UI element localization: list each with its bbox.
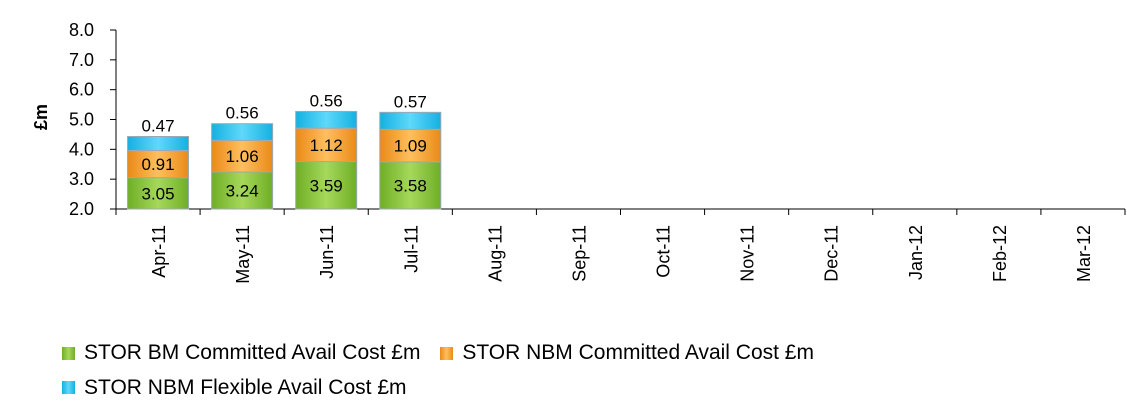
y-axis-label: £m	[31, 104, 51, 130]
legend-label: STOR NBM Flexible Avail Cost £m	[84, 375, 407, 399]
bar-segment	[127, 177, 190, 210]
x-tick-label: Mar-12	[1074, 225, 1094, 282]
y-tick-label: 6.0	[69, 80, 94, 100]
data-label: 0.91	[141, 155, 174, 174]
x-tick-label: Jan-12	[906, 225, 926, 280]
bar-segment	[295, 161, 358, 210]
data-label: 1.12	[310, 136, 343, 155]
bar-segment	[295, 110, 358, 129]
y-tick-label: 8.0	[69, 20, 94, 40]
data-label: 0.56	[310, 91, 343, 110]
x-tick-label: Apr-11	[149, 225, 169, 278]
legend-label: STOR BM Committed Avail Cost £m	[84, 341, 421, 364]
data-label: 3.58	[394, 176, 427, 195]
bar-segment	[127, 136, 190, 152]
bar-segment	[211, 171, 274, 210]
y-tick-label: 3.0	[69, 169, 94, 189]
legend-swatch-blue	[62, 381, 75, 394]
x-tick-label: Jun-11	[317, 225, 337, 279]
legend-item-stor-nbm-flexible: STOR NBM Flexible Avail Cost £m	[62, 371, 407, 405]
data-label: 0.56	[226, 104, 259, 123]
x-tick-label: Aug-11	[485, 225, 505, 282]
stacked-bar-chart: £m 2.0 3.0 4.0 5.0 6.0 7.0 8.0 Apr-11 May-11 Jun-…	[31, 20, 1126, 284]
y-tick-label: 7.0	[69, 50, 94, 70]
x-tick-label: Feb-12	[990, 225, 1010, 282]
legend-label: STOR NBM Committed Avail Cost £m	[462, 341, 814, 364]
data-label: 1.06	[226, 147, 259, 166]
legend-item-stor-nbm-committed: STOR NBM Committed Avail Cost £m	[440, 336, 814, 370]
data-label: 3.24	[226, 182, 259, 201]
x-tick-label: Jul-11	[401, 225, 421, 273]
data-label: 0.57	[394, 92, 427, 111]
data-label: 1.09	[394, 137, 427, 156]
bar-segment	[379, 111, 442, 130]
x-tick-label: Nov-11	[738, 225, 758, 282]
data-label: 3.05	[141, 184, 174, 203]
bar-segment	[295, 127, 358, 163]
legend-swatch-green	[62, 346, 75, 360]
x-tick-label: Oct-11	[654, 225, 674, 278]
x-tick-label: Sep-11	[569, 225, 589, 282]
data-label: 0.47	[141, 117, 174, 136]
legend-swatch-orange	[440, 346, 454, 360]
y-tick-label: 5.0	[69, 110, 94, 130]
bar-segment	[379, 161, 442, 210]
y-tick-label: 2.0	[69, 199, 94, 219]
x-tick-label: May-11	[233, 225, 253, 284]
legend-item-stor-bm-committed: STOR BM Committed Avail Cost £m	[62, 336, 420, 370]
bar-segment	[211, 123, 274, 141]
data-label: 3.59	[310, 176, 343, 195]
x-tick-label: Dec-11	[822, 225, 842, 282]
y-tick-label: 4.0	[69, 139, 94, 159]
legend: STOR BM Committed Avail Cost £m STOR NBM…	[62, 336, 1122, 405]
